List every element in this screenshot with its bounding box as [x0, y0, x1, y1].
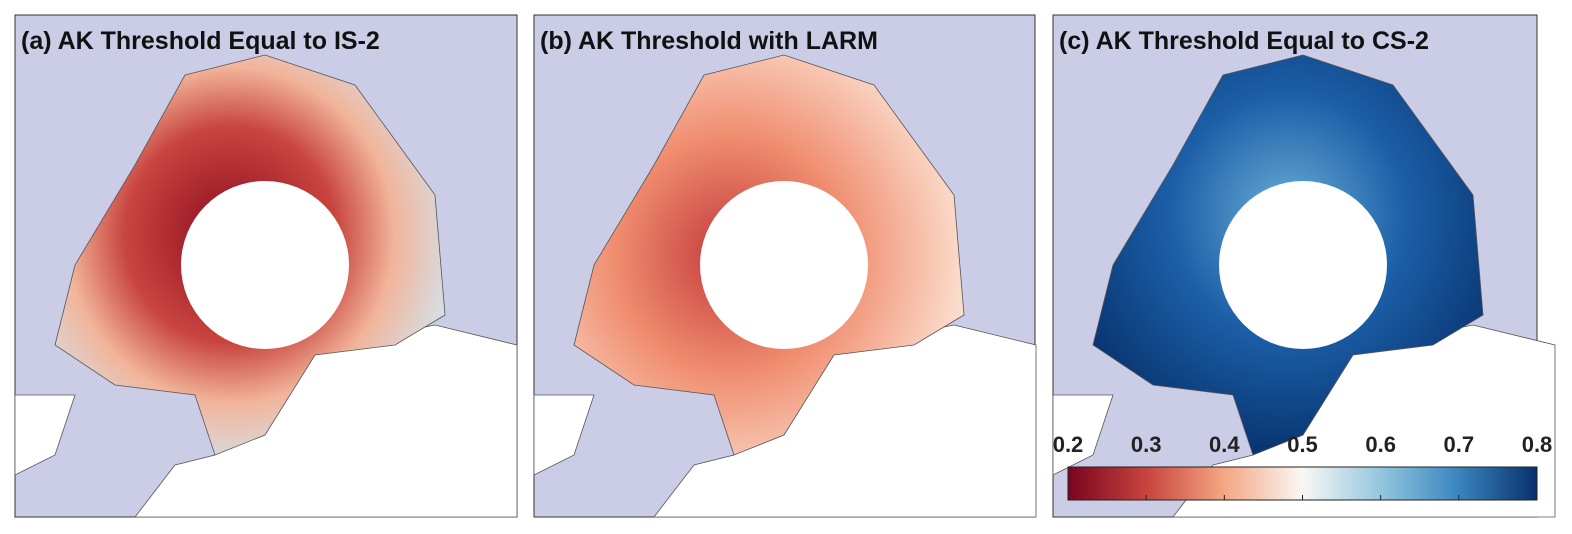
colorbar-tick-label: 0.5 — [1287, 432, 1318, 457]
colorbar-tick-label: 0.2 — [1053, 432, 1084, 457]
pole-hole — [181, 181, 349, 349]
colorbar-tick-label: 0.6 — [1365, 432, 1396, 457]
colorbar-tick-label: 0.7 — [1444, 432, 1475, 457]
map-panel: (b) AK Threshold with LARM — [533, 14, 1037, 518]
colorbar-tick-label: 0.3 — [1131, 432, 1162, 457]
panel-title: (a) AK Threshold Equal to IS-2 — [21, 27, 380, 55]
colorbar-tick-label: 0.8 — [1522, 432, 1553, 457]
pole-hole — [1219, 181, 1387, 349]
panel-title: (c) AK Threshold Equal to CS-2 — [1059, 27, 1429, 55]
map-panel: (a) AK Threshold Equal to IS-2 — [14, 14, 518, 518]
colorbar-tick-label: 0.4 — [1209, 432, 1240, 457]
panel-title: (b) AK Threshold with LARM — [540, 27, 878, 55]
pole-hole — [700, 181, 868, 349]
